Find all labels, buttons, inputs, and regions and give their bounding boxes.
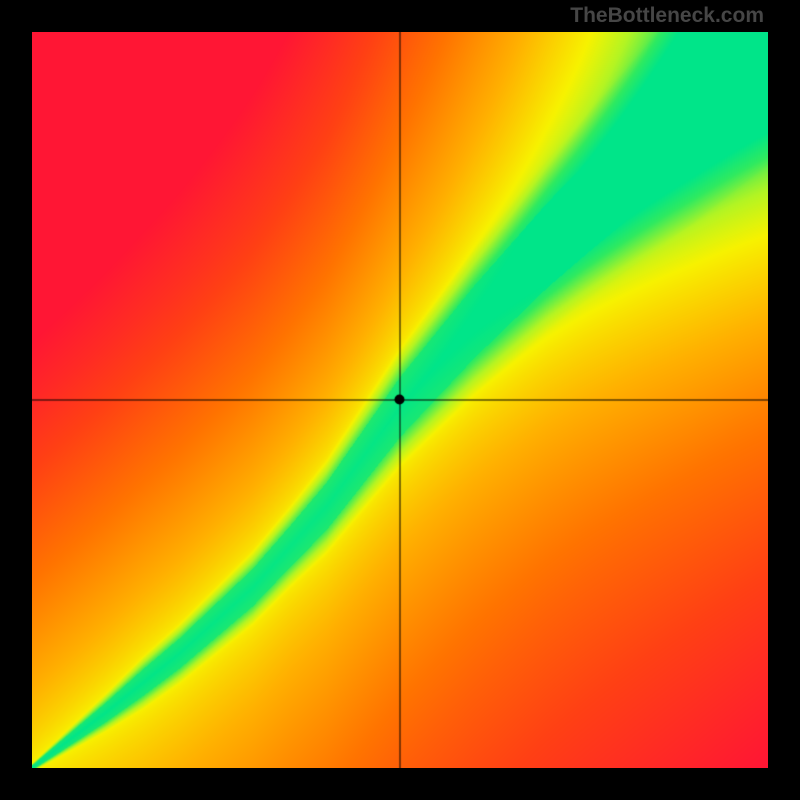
chart-container: TheBottleneck.com (0, 0, 800, 800)
watermark-text: TheBottleneck.com (570, 4, 764, 28)
bottleneck-heatmap (32, 32, 768, 768)
